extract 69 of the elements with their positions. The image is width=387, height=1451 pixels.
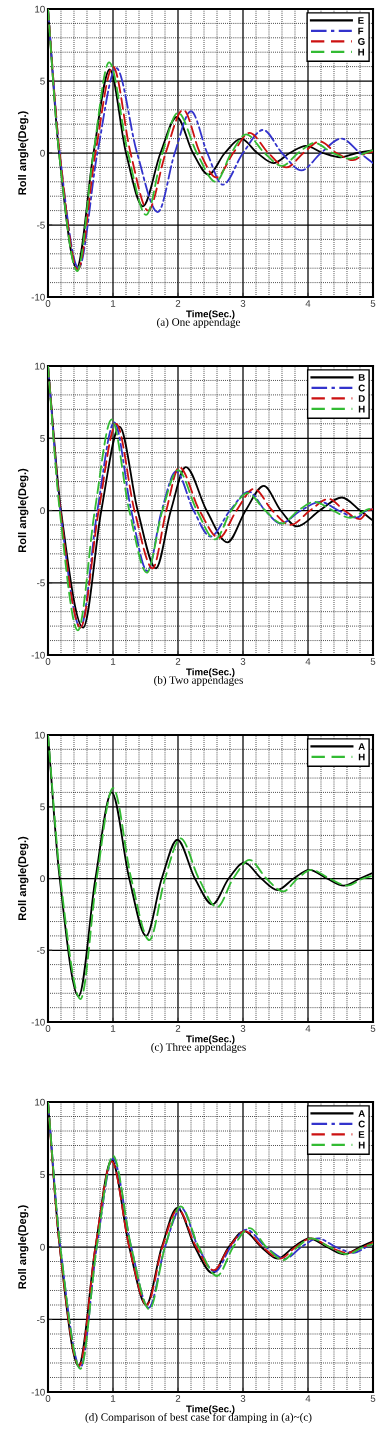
y-axis-title: Roll angle(Deg.) — [17, 836, 29, 921]
y-tick-label: -10 — [31, 651, 45, 659]
x-tick-label: 2 — [175, 1395, 181, 1402]
legend-label: B — [358, 374, 365, 381]
y-tick-label: 10 — [35, 362, 45, 370]
y-tick-label: 10 — [35, 1098, 45, 1106]
y-axis-title: Roll angle(Deg.) — [17, 468, 29, 553]
y-tick-label: -5 — [37, 579, 45, 587]
x-tick-label: 5 — [370, 1395, 376, 1402]
legend-label: E — [358, 17, 364, 24]
x-tick-label: 3 — [240, 1025, 246, 1032]
x-tick-label: 0 — [45, 1395, 51, 1402]
y-tick-label: 0 — [40, 1243, 45, 1251]
y-tick-label: 5 — [40, 803, 45, 811]
x-tick-label: 1 — [111, 1025, 116, 1032]
legend-label: A — [358, 743, 365, 750]
x-tick-label: 0 — [45, 1025, 51, 1032]
legend-label: A — [358, 1110, 365, 1117]
y-axis-title: Roll angle(Deg.) — [17, 1205, 29, 1289]
y-tick-label: -5 — [37, 947, 45, 954]
x-axis-title: Time(Sec.) — [186, 1035, 235, 1045]
y-tick-label: 0 — [40, 149, 45, 157]
x-axis-title: Time(Sec.) — [186, 1405, 235, 1415]
x-tick-label: 3 — [240, 658, 246, 665]
x-tick-label: 1 — [111, 300, 116, 307]
x-tick-label: 3 — [240, 300, 246, 307]
y-tick-label: -10 — [31, 293, 45, 301]
x-tick-label: 5 — [370, 300, 376, 307]
legend-label: G — [358, 38, 365, 45]
legend-label: H — [358, 1141, 365, 1149]
legend-label: E — [358, 1131, 365, 1138]
x-tick-label: 4 — [305, 1395, 311, 1402]
x-tick-label: 0 — [45, 300, 51, 307]
y-tick-label: 5 — [40, 1171, 45, 1179]
x-tick-label: 3 — [240, 1395, 246, 1402]
text: (a) One appendage — [157, 317, 241, 329]
y-tick-label: -10 — [31, 1388, 45, 1396]
legend-label: D — [358, 395, 365, 402]
y-tick-label: 5 — [40, 435, 45, 442]
y-axis-title: Roll angle(Deg.) — [17, 111, 29, 195]
y-tick-label: 10 — [35, 5, 45, 13]
x-tick-label: 4 — [305, 300, 311, 307]
x-tick-label: 2 — [175, 1025, 181, 1032]
y-tick-label: -5 — [37, 1316, 45, 1324]
text: (c) Three appendages — [151, 1042, 246, 1054]
x-tick-label: 5 — [370, 1025, 376, 1032]
x-tick-label: 4 — [305, 1025, 311, 1032]
legend-label: H — [358, 753, 365, 761]
y-tick-label: 0 — [40, 507, 45, 515]
x-tick-label: 0 — [45, 658, 51, 665]
x-tick-label: 5 — [370, 658, 376, 665]
y-tick-label: -5 — [37, 221, 45, 229]
y-tick-label: 0 — [40, 875, 45, 883]
x-tick-label: 2 — [175, 658, 181, 665]
y-tick-label: 10 — [35, 731, 45, 739]
y-tick-label: -10 — [31, 1018, 45, 1026]
x-tick-label: 4 — [305, 658, 311, 665]
x-tick-label: 2 — [175, 300, 181, 307]
text: (b) Two appendages — [154, 675, 243, 687]
x-tick-label: 1 — [111, 658, 116, 665]
legend-label: H — [358, 48, 365, 56]
x-axis-title: Time(Sec.) — [186, 310, 235, 320]
legend-label: F — [358, 27, 364, 35]
legend-label: C — [358, 384, 365, 392]
legend-label: C — [358, 1120, 365, 1128]
x-tick-label: 1 — [111, 1395, 116, 1402]
legend-label: H — [358, 405, 365, 413]
y-tick-label: 5 — [40, 77, 45, 85]
x-axis-title: Time(Sec.) — [186, 668, 235, 678]
